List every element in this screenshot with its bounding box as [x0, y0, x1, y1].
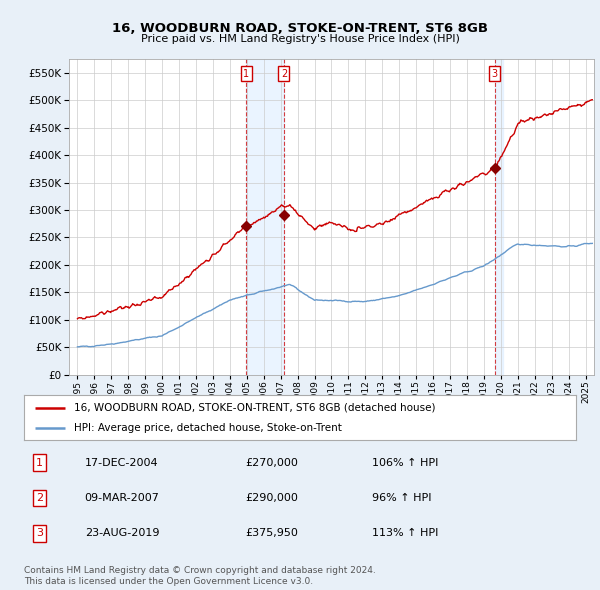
Text: 1: 1: [36, 457, 43, 467]
Text: 96% ↑ HPI: 96% ↑ HPI: [372, 493, 431, 503]
Text: £375,950: £375,950: [245, 529, 298, 539]
Text: £270,000: £270,000: [245, 457, 298, 467]
Text: 09-MAR-2007: 09-MAR-2007: [85, 493, 160, 503]
Text: 3: 3: [491, 69, 498, 79]
Bar: [246, 59, 284, 375]
Text: 17-DEC-2004: 17-DEC-2004: [85, 457, 158, 467]
Text: 3: 3: [36, 529, 43, 539]
Text: This data is licensed under the Open Government Licence v3.0.: This data is licensed under the Open Gov…: [24, 577, 313, 586]
Text: 2: 2: [281, 69, 287, 79]
Text: 16, WOODBURN ROAD, STOKE-ON-TRENT, ST6 8GB (detached house): 16, WOODBURN ROAD, STOKE-ON-TRENT, ST6 8…: [74, 403, 435, 412]
Text: 113% ↑ HPI: 113% ↑ HPI: [372, 529, 438, 539]
Text: £290,000: £290,000: [245, 493, 298, 503]
Text: 106% ↑ HPI: 106% ↑ HPI: [372, 457, 438, 467]
Text: 23-AUG-2019: 23-AUG-2019: [85, 529, 159, 539]
Bar: [495, 59, 503, 375]
Text: 1: 1: [243, 69, 249, 79]
Text: Price paid vs. HM Land Registry's House Price Index (HPI): Price paid vs. HM Land Registry's House …: [140, 34, 460, 44]
Text: 2: 2: [36, 493, 43, 503]
Text: Contains HM Land Registry data © Crown copyright and database right 2024.: Contains HM Land Registry data © Crown c…: [24, 566, 376, 575]
Text: HPI: Average price, detached house, Stoke-on-Trent: HPI: Average price, detached house, Stok…: [74, 424, 341, 434]
Text: 16, WOODBURN ROAD, STOKE-ON-TRENT, ST6 8GB: 16, WOODBURN ROAD, STOKE-ON-TRENT, ST6 8…: [112, 22, 488, 35]
